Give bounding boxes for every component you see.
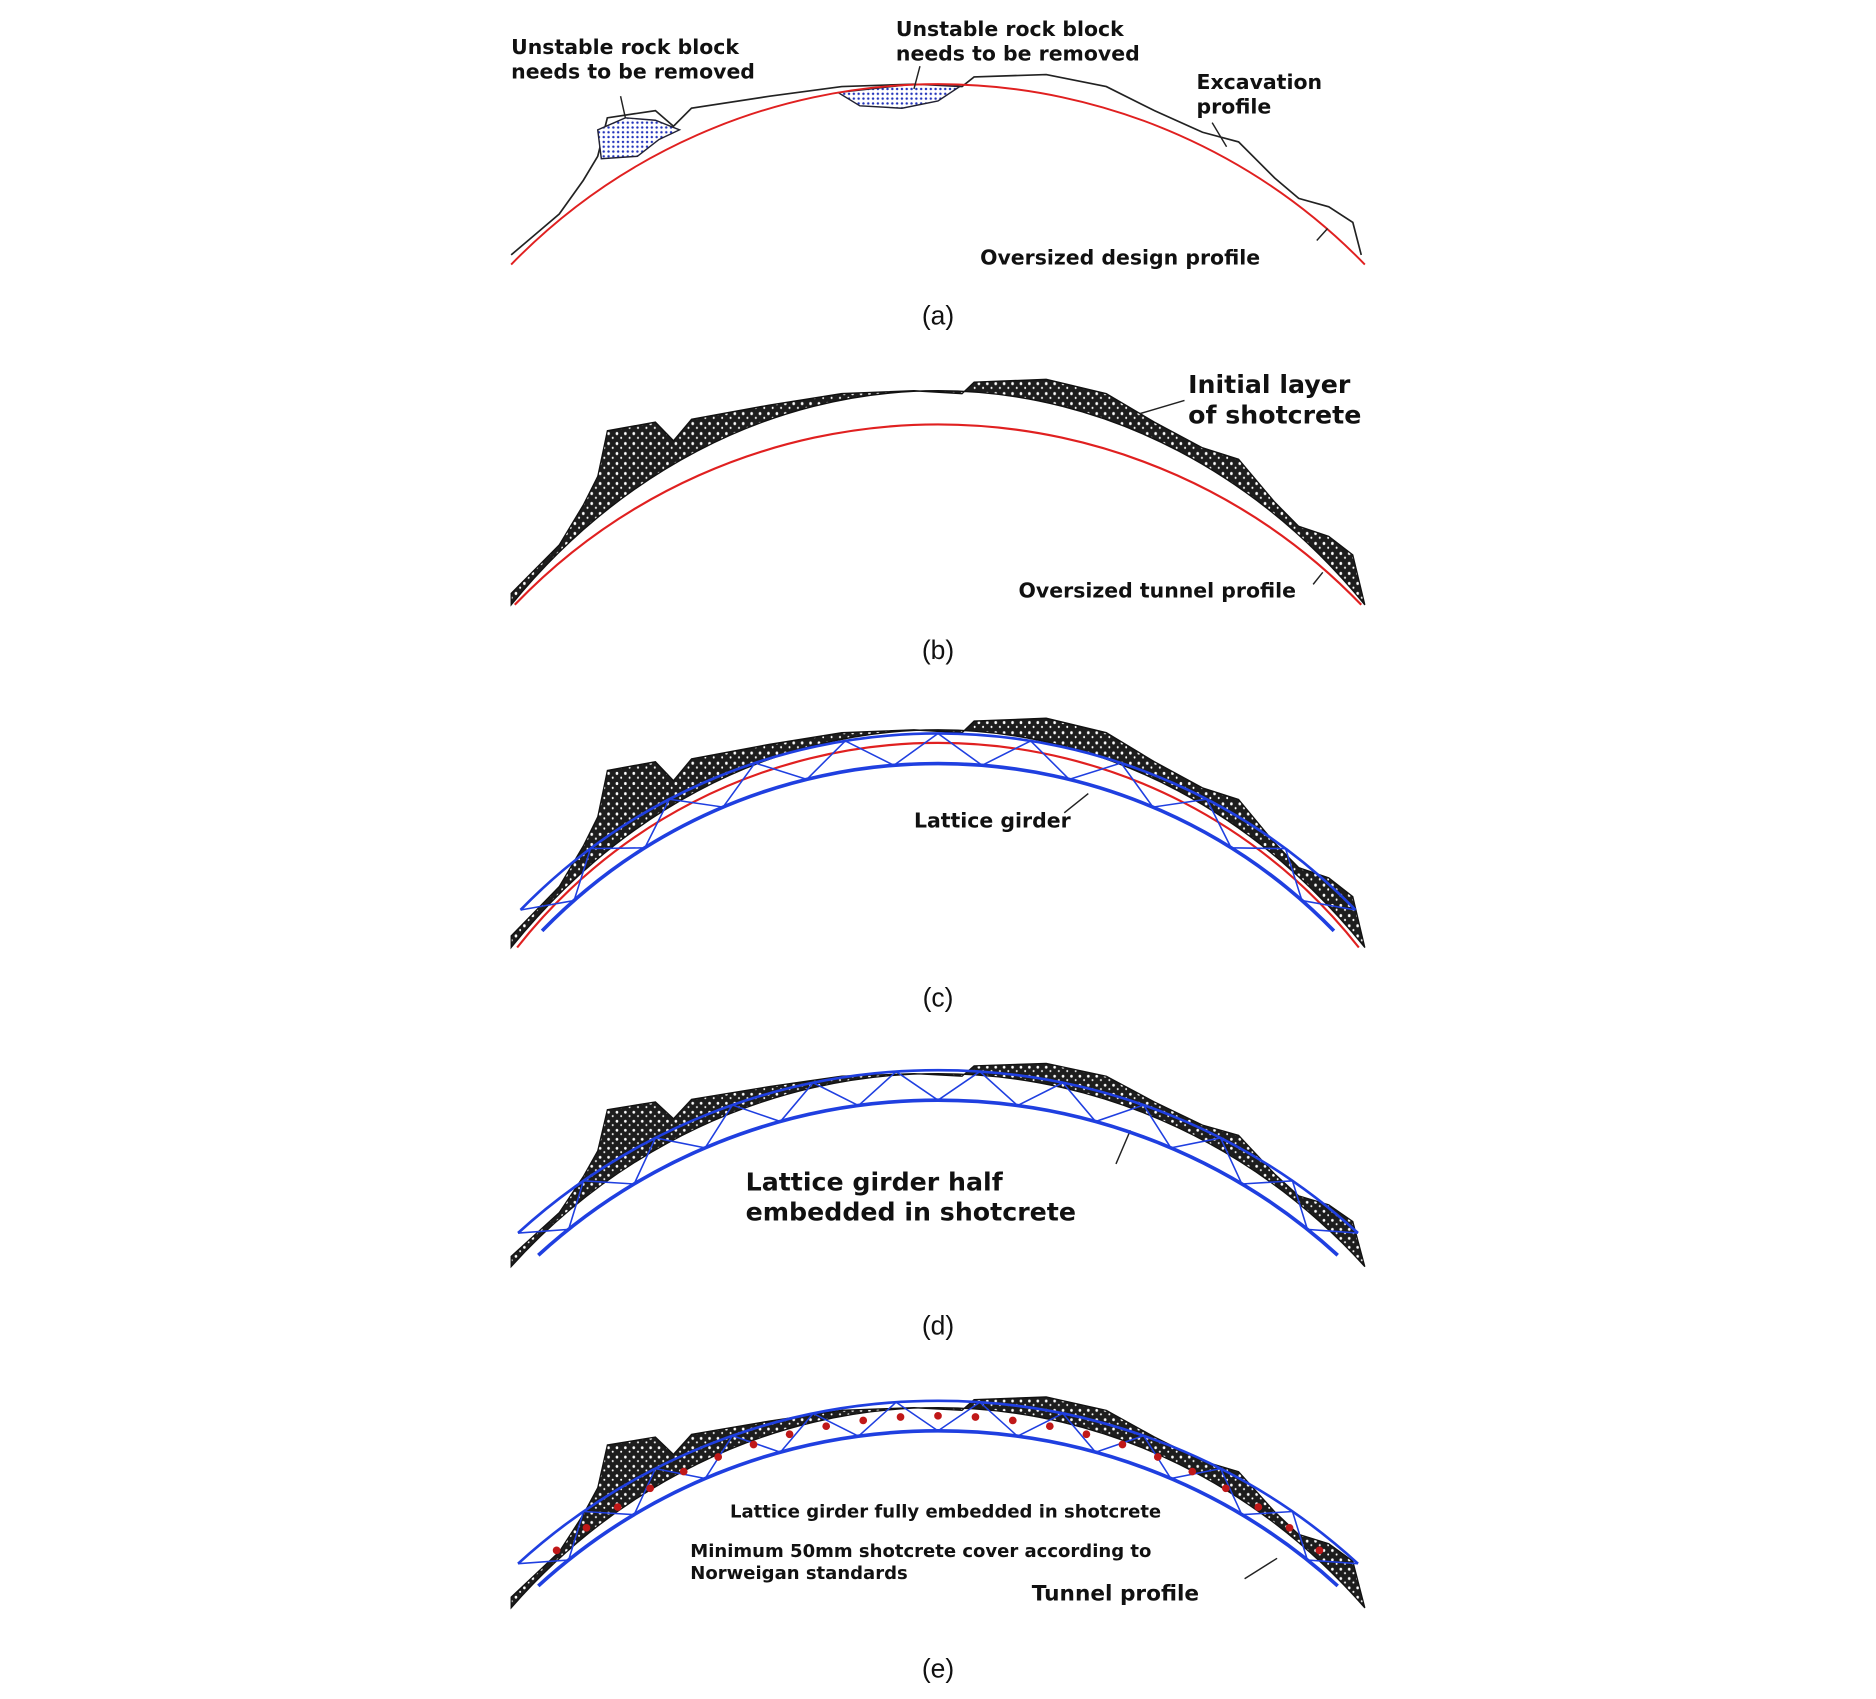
panel-caption: (d) [922, 1311, 954, 1341]
rebar [679, 1467, 688, 1476]
annotation: Lattice girder half embedded in shotcrete [746, 1167, 1076, 1226]
annotation: Tunnel profile [1032, 1581, 1199, 1606]
annotation-line: needs to be removed [511, 60, 755, 84]
rebar [714, 1453, 723, 1461]
annotation-line: Tunnel profile [1032, 1581, 1199, 1606]
rebar [1008, 1416, 1017, 1425]
annotation: Unstable rock block needs to be removed [511, 35, 755, 84]
girder-web [517, 1401, 1359, 1565]
annotation-line: Unstable rock block [896, 17, 1124, 41]
rebar [1118, 1440, 1127, 1449]
annotation-line: Unstable rock block [511, 35, 739, 59]
rebar [613, 1503, 622, 1511]
panel-b [510, 378, 1366, 606]
girder-web [517, 1070, 1359, 1234]
rebar [859, 1416, 868, 1425]
panel-caption: (e) [922, 1653, 954, 1683]
annotation-line: Excavation [1197, 70, 1323, 94]
annotation: Oversized tunnel profile [1019, 579, 1296, 603]
rebar [749, 1440, 758, 1449]
annotation-line: needs to be removed [896, 42, 1140, 66]
annotation-line: embedded in shotcrete [746, 1198, 1076, 1227]
rebar [582, 1523, 591, 1532]
rebar [785, 1430, 794, 1439]
rebar [646, 1484, 655, 1493]
rebar [822, 1422, 831, 1431]
rebar [1153, 1453, 1162, 1461]
girder-chord [517, 1399, 1359, 1565]
annotation-line: Lattice girder fully embedded in shotcre… [730, 1501, 1161, 1522]
annotation-line: profile [1197, 95, 1272, 119]
panel-caption: (a) [922, 301, 954, 331]
rebar [934, 1411, 942, 1420]
annotation-line: Oversized design profile [980, 246, 1260, 270]
rebar [971, 1413, 980, 1421]
rebar [1315, 1546, 1324, 1555]
annotation-line: Lattice girder half [746, 1167, 1004, 1196]
annotation: Excavation profile [1197, 70, 1323, 119]
annotation: Minimum 50mm shotcrete cover according t… [690, 1541, 1151, 1584]
rebar [1254, 1503, 1263, 1511]
rebar [552, 1546, 561, 1555]
annotation: Unstable rock block needs to be removed [896, 17, 1140, 66]
rebar [1221, 1484, 1230, 1493]
panel-a [510, 65, 1366, 266]
girder-chord [540, 761, 1336, 933]
annotation-line: Oversized tunnel profile [1019, 579, 1296, 603]
rebar [1045, 1422, 1054, 1431]
annotation-line: Minimum 50mm shotcrete cover according t… [690, 1541, 1151, 1562]
annotation: Initial layer of shotcrete [1188, 370, 1361, 429]
panel-e [510, 1396, 1366, 1609]
annotation: Lattice girder fully embedded in shotcre… [730, 1501, 1161, 1522]
annotation-line: Lattice girder [914, 808, 1072, 832]
panel-c [510, 717, 1366, 949]
panel-caption: (b) [922, 635, 954, 665]
annotation-line: Norweigan standards [690, 1563, 907, 1584]
annotation: Lattice girder [914, 808, 1072, 832]
girder-web [520, 732, 1356, 911]
panel-caption: (c) [923, 982, 954, 1012]
annotation-line: Initial layer [1188, 370, 1351, 399]
rebar [896, 1413, 905, 1421]
annotation: Oversized design profile [980, 246, 1260, 270]
rebar [1082, 1430, 1091, 1439]
girder-chord [517, 1068, 1359, 1235]
rebar [1188, 1467, 1197, 1476]
rebar [1285, 1523, 1294, 1532]
panel-d [510, 1062, 1366, 1268]
annotation-line: of shotcrete [1188, 400, 1361, 429]
